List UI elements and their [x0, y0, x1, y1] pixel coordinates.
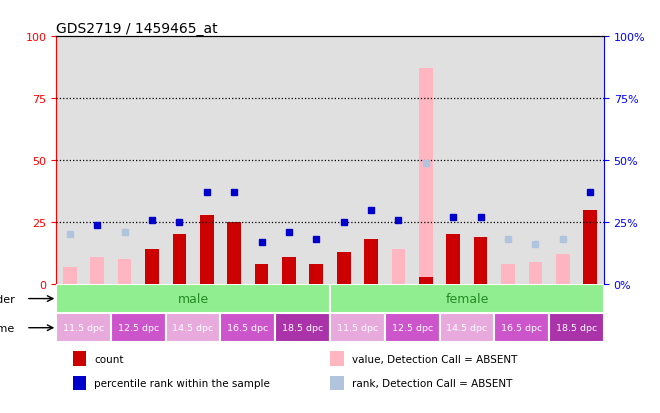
Text: female: female: [446, 292, 488, 305]
Bar: [412, 37, 440, 284]
Bar: [330, 37, 358, 284]
Text: male: male: [178, 292, 209, 305]
Bar: [90, 257, 104, 284]
Text: percentile rank within the sample: percentile rank within the sample: [94, 378, 271, 388]
Bar: [549, 37, 577, 284]
Text: time: time: [0, 323, 15, 333]
Bar: [56, 284, 330, 313]
Bar: [63, 267, 77, 284]
Bar: [358, 37, 385, 284]
Bar: [501, 265, 515, 284]
Bar: [73, 376, 86, 390]
Text: 12.5 dpc: 12.5 dpc: [117, 323, 159, 332]
Bar: [385, 313, 440, 342]
Bar: [501, 277, 515, 284]
Bar: [330, 351, 344, 366]
Bar: [467, 37, 494, 284]
Bar: [145, 250, 159, 284]
Bar: [220, 313, 275, 342]
Text: gender: gender: [0, 294, 15, 304]
Bar: [330, 284, 604, 313]
Bar: [556, 277, 570, 284]
Bar: [117, 260, 131, 284]
Bar: [529, 262, 543, 284]
Text: 12.5 dpc: 12.5 dpc: [391, 323, 433, 332]
Text: 14.5 dpc: 14.5 dpc: [172, 323, 214, 332]
Text: 16.5 dpc: 16.5 dpc: [501, 323, 543, 332]
Bar: [583, 210, 597, 284]
Bar: [474, 237, 488, 284]
Bar: [56, 37, 83, 284]
Bar: [200, 215, 214, 284]
Bar: [111, 37, 138, 284]
Text: 18.5 dpc: 18.5 dpc: [282, 323, 323, 332]
Bar: [248, 37, 275, 284]
Bar: [275, 313, 330, 342]
Bar: [56, 313, 111, 342]
Bar: [337, 252, 350, 284]
Text: 14.5 dpc: 14.5 dpc: [446, 323, 488, 332]
Bar: [391, 250, 405, 284]
Bar: [166, 313, 220, 342]
Text: 11.5 dpc: 11.5 dpc: [337, 323, 378, 332]
Text: 11.5 dpc: 11.5 dpc: [63, 323, 104, 332]
Bar: [193, 37, 220, 284]
Bar: [440, 313, 494, 342]
Bar: [549, 313, 604, 342]
Bar: [90, 277, 104, 284]
Bar: [529, 277, 543, 284]
Bar: [310, 265, 323, 284]
Text: 16.5 dpc: 16.5 dpc: [227, 323, 269, 332]
Bar: [419, 277, 433, 284]
Bar: [419, 69, 433, 284]
Bar: [364, 240, 378, 284]
Bar: [440, 37, 467, 284]
Bar: [330, 313, 385, 342]
Bar: [255, 265, 269, 284]
Bar: [282, 257, 296, 284]
Bar: [391, 277, 405, 284]
Bar: [172, 235, 186, 284]
Bar: [83, 37, 111, 284]
Text: 18.5 dpc: 18.5 dpc: [556, 323, 597, 332]
Bar: [138, 37, 166, 284]
Bar: [73, 351, 86, 366]
Text: rank, Detection Call = ABSENT: rank, Detection Call = ABSENT: [352, 378, 512, 388]
Bar: [302, 37, 330, 284]
Text: GDS2719 / 1459465_at: GDS2719 / 1459465_at: [56, 22, 218, 36]
Text: count: count: [94, 354, 124, 364]
Bar: [227, 223, 241, 284]
Bar: [117, 277, 131, 284]
Bar: [275, 37, 302, 284]
Bar: [446, 235, 460, 284]
Bar: [63, 277, 77, 284]
Text: value, Detection Call = ABSENT: value, Detection Call = ABSENT: [352, 354, 517, 364]
Bar: [166, 37, 193, 284]
Bar: [385, 37, 412, 284]
Bar: [330, 376, 344, 390]
Bar: [111, 313, 166, 342]
Bar: [494, 37, 521, 284]
Bar: [577, 37, 604, 284]
Bar: [494, 313, 549, 342]
Bar: [556, 255, 570, 284]
Bar: [220, 37, 248, 284]
Bar: [521, 37, 549, 284]
